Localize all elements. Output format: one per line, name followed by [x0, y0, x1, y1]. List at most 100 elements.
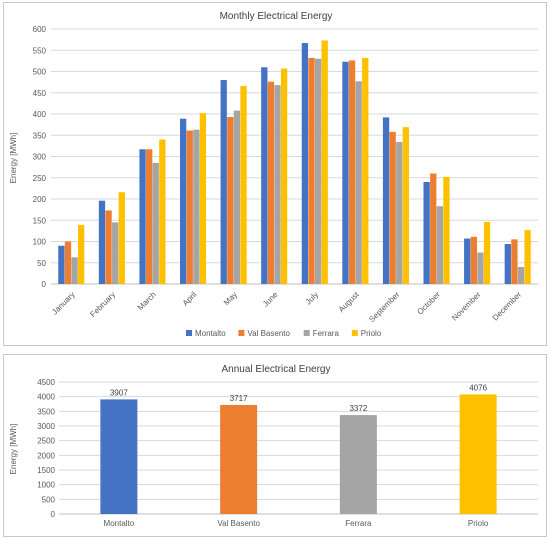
bar-montalto	[58, 245, 65, 284]
x-tick-label: Ferrara	[345, 519, 372, 528]
bar-priolo	[240, 85, 247, 284]
y-tick-label: 1000	[37, 481, 55, 490]
x-tick-label: March	[136, 290, 158, 312]
y-axis-label: Energy [MWh]	[9, 424, 18, 475]
bar-montalto	[139, 149, 146, 284]
bar-montalto	[98, 200, 106, 284]
bar-priolo	[362, 57, 369, 285]
bar-ferrara	[71, 257, 78, 284]
y-tick-label: 100	[33, 238, 47, 247]
bar-ferrara	[314, 58, 322, 284]
y-tick-label: 350	[33, 131, 47, 140]
bar-val-basento	[511, 239, 518, 284]
y-axis-label: Energy [MWh]	[9, 133, 18, 184]
bar-ferrara	[193, 129, 200, 284]
y-tick-label: 600	[33, 25, 47, 34]
bar-val-basento	[430, 173, 437, 284]
bar-ferrara	[112, 222, 119, 284]
data-label: 3907	[110, 388, 128, 397]
x-tick-label: Priolo	[468, 519, 489, 528]
bar-priolo	[118, 192, 125, 284]
bar-priolo	[459, 394, 497, 514]
bar-val-basento	[267, 81, 275, 284]
legend-swatch	[186, 330, 192, 336]
bar-priolo	[483, 221, 491, 284]
legend: Montalto Val Basento Ferrara Priolo	[186, 329, 382, 338]
legend-label: Montalto	[195, 329, 226, 338]
y-axis-ticks: 0 500 1000 1500 2000 2500 3000 3500 4000 4500	[37, 378, 55, 519]
bar-val-basento	[64, 241, 72, 284]
y-tick-label: 450	[33, 89, 47, 98]
x-tick-label: December	[491, 290, 524, 323]
bar-ferrara	[152, 162, 159, 284]
bar-montalto	[220, 80, 227, 284]
y-tick-label: 200	[33, 195, 47, 204]
legend-swatch	[238, 330, 245, 336]
bar-val-basento	[227, 116, 234, 284]
bar-val-basento	[146, 149, 153, 284]
annual-chart-svg: Annual Electrical Energy Energy [MWh] 0 5…	[9, 364, 538, 528]
bar-ferrara	[436, 206, 443, 284]
bar-montalto	[179, 118, 187, 284]
y-tick-label: 300	[33, 153, 47, 162]
x-axis-ticks: January February March April May June July Augu…	[50, 290, 523, 325]
bar-montalto	[261, 67, 268, 284]
y-tick-label: 250	[33, 174, 47, 183]
bar-val-basento	[348, 60, 356, 285]
y-tick-label: 50	[37, 259, 46, 268]
bar-area: 3907 3717 3372 4076	[100, 383, 497, 514]
x-tick-label: Montalto	[104, 519, 135, 528]
y-tick-label: 500	[42, 495, 56, 504]
x-tick-label: August	[337, 290, 362, 315]
bar-priolo	[321, 40, 328, 284]
bar-montalto	[342, 61, 349, 284]
bar-montalto	[464, 238, 471, 284]
x-axis-ticks: Montalto Val Basento Ferrara Priolo	[104, 519, 489, 528]
y-tick-label: 0	[42, 280, 47, 289]
bar-val-basento	[389, 131, 396, 284]
bar-val-basento	[308, 57, 315, 285]
bar-ferrara	[477, 252, 484, 284]
legend-label: Val Basento	[247, 329, 290, 338]
y-tick-label: 3000	[37, 422, 55, 431]
bar-montalto	[423, 182, 430, 284]
y-tick-label: 3500	[37, 407, 55, 416]
bar-area	[58, 40, 531, 285]
y-tick-label: 1500	[37, 466, 55, 475]
bar-montalto	[100, 399, 138, 514]
bar-priolo	[159, 139, 166, 284]
chart-title: Monthly Electrical Energy	[220, 11, 333, 22]
data-label: 4076	[469, 383, 487, 392]
bar-val-basento	[186, 130, 193, 284]
y-tick-label: 2500	[37, 437, 55, 446]
x-tick-label: June	[261, 290, 280, 309]
bar-ferrara	[517, 267, 525, 284]
x-tick-label: July	[304, 290, 320, 306]
y-tick-label: 150	[33, 216, 47, 225]
x-tick-label: January	[50, 290, 76, 316]
bar-priolo	[199, 113, 207, 285]
y-tick-label: 550	[33, 46, 47, 55]
bar-priolo	[402, 127, 410, 284]
x-tick-label: April	[181, 290, 199, 308]
legend-swatch	[303, 330, 310, 336]
bar-priolo	[443, 176, 450, 284]
bar-val-basento	[105, 210, 112, 284]
x-tick-label: February	[88, 290, 117, 319]
monthly-chart-svg: Monthly Electrical Energy Energy [MWh] 0…	[9, 11, 538, 338]
x-tick-label: October	[415, 290, 442, 317]
bar-ferrara	[339, 415, 377, 514]
y-tick-label: 4000	[37, 393, 55, 402]
data-label: 3717	[230, 394, 248, 403]
bar-ferrara	[355, 81, 362, 285]
legend-label: Priolo	[361, 329, 382, 338]
bar-priolo	[280, 68, 288, 285]
gridlines	[51, 28, 538, 285]
bar-val-basento	[470, 236, 477, 284]
legend-label: Ferrara	[313, 329, 340, 338]
y-tick-label: 0	[51, 510, 56, 519]
y-tick-label: 500	[33, 68, 47, 77]
x-tick-label: November	[450, 290, 483, 323]
y-tick-label: 400	[33, 110, 47, 119]
x-tick-label: September	[367, 290, 401, 324]
